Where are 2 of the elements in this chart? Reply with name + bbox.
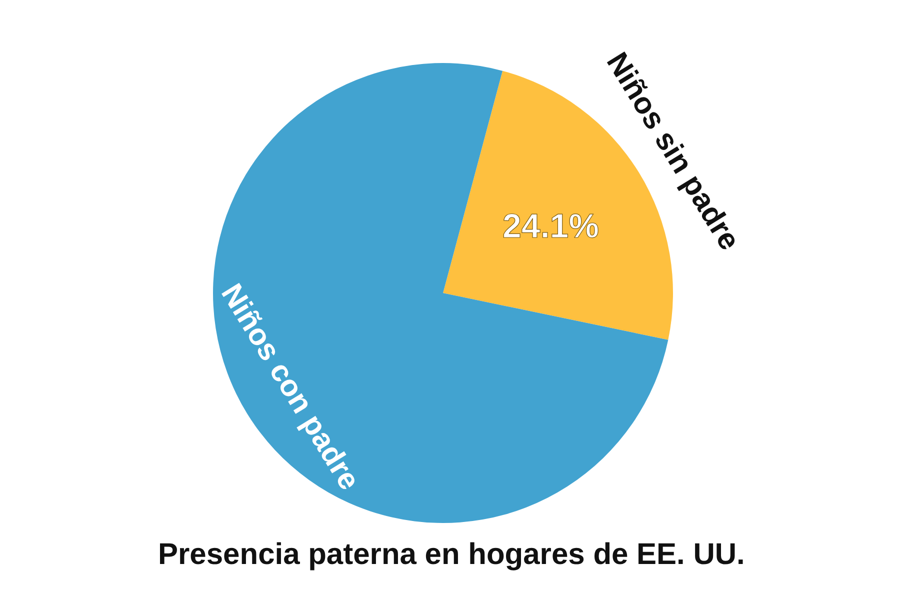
data-label: 24.1% xyxy=(502,208,599,246)
text: Presencia paterna en hogares de EE. UU. xyxy=(158,538,745,572)
